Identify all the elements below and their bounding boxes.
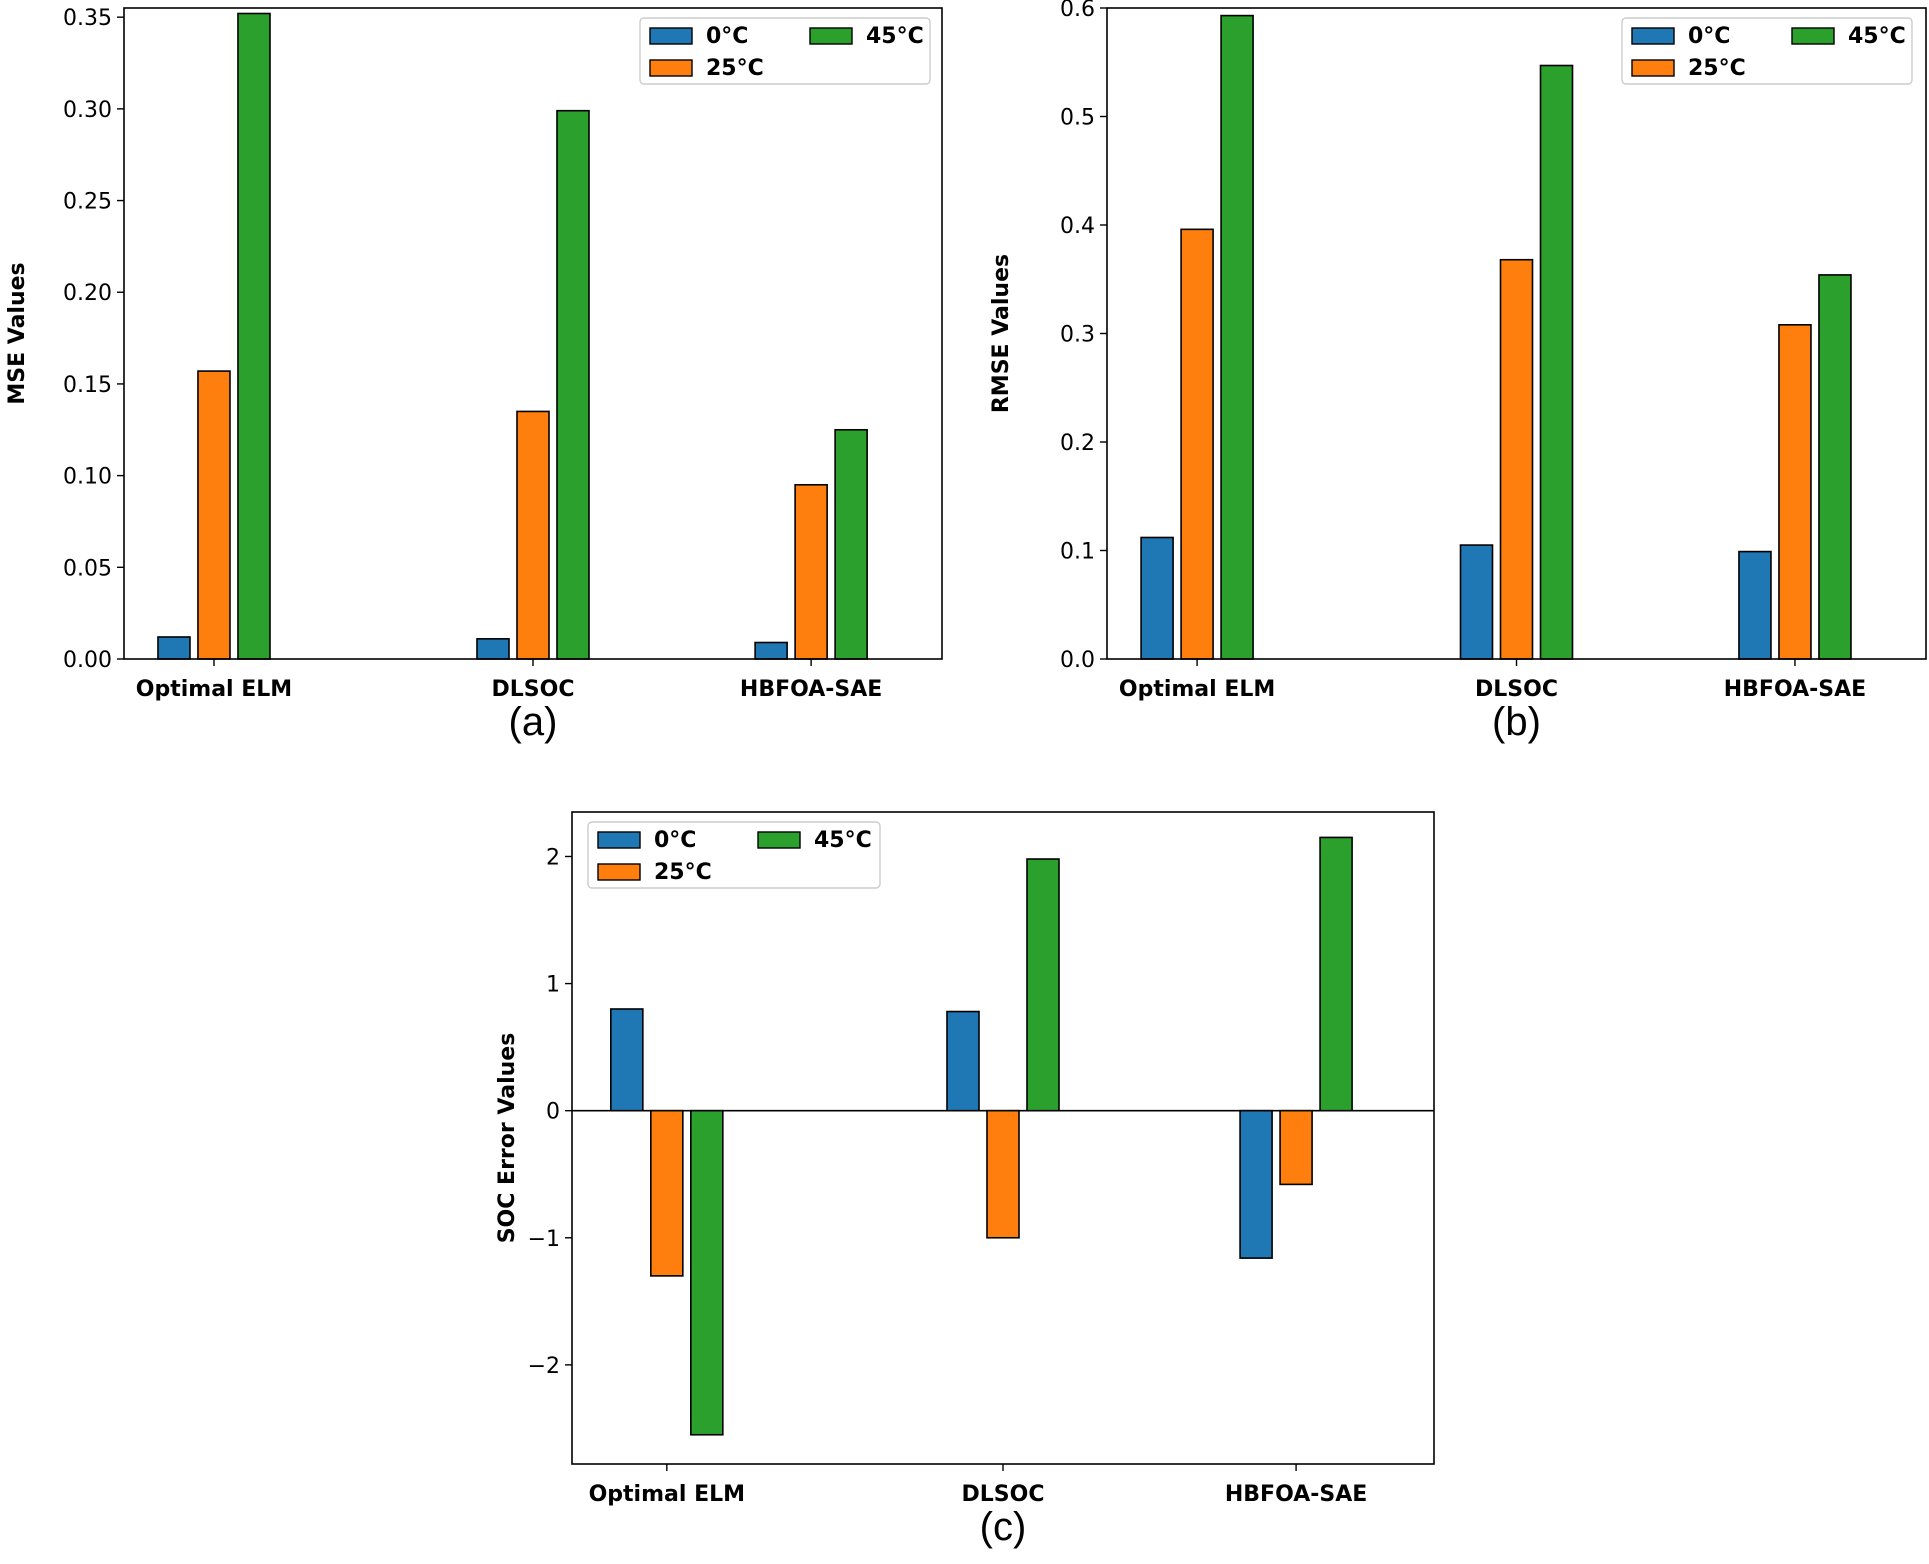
chart-panel-c: Optimal ELM DLSOC HBFOA-SAE −2 −1 0 1 2 SOC Erro… [495,811,1435,1549]
x-tick-label: HBFOA-SAE [1225,1482,1367,1507]
y-tick-label: 0.0 [1060,648,1095,673]
bar-dlsoc-series-0 [1459,544,1494,660]
legend-swatch [597,831,641,849]
panel-caption: (b) [1492,700,1541,744]
legend-label: 45°C [814,828,872,853]
chart-panel-b: Optimal ELM DLSOC HBFOA-SAE 0.0 0.1 0.2 0.3 0.4… [989,0,1927,744]
legend-swatch [1631,59,1675,77]
bar-optimal-elm-series-2 [690,1109,724,1436]
y-tick-label: 0 [546,1100,560,1125]
bar-dlsoc-series-1 [516,410,550,660]
bar-dlsoc-series-1 [986,1109,1020,1239]
y-tick-label: 0.4 [1060,214,1095,239]
y-axis-label: RMSE Values [989,254,1014,413]
bar-optimal-elm-series-2 [237,12,271,660]
legend: 0°C 25°C 45°C [639,17,931,85]
chart-panel-a: Optimal ELM DLSOC HBFOA-SAE 0.00 0.05 0.10 0.1… [5,6,943,744]
y-tick-label: 0.25 [63,190,112,215]
legend-swatch [649,27,693,45]
y-tick-label: 0.6 [1060,0,1095,22]
y-tick-label: 0.5 [1060,106,1095,131]
y-axis-label: SOC Error Values [495,1033,520,1244]
x-tick-label: DLSOC [492,677,575,702]
x-tick-label: HBFOA-SAE [1724,677,1866,702]
y-tick-label: 0.05 [63,556,112,581]
bar-hbfoa-sae-series-1 [794,483,828,660]
y-tick-label: 0.30 [63,98,112,123]
bar-dlsoc-series-0 [946,1010,980,1112]
y-tick-label: 0.10 [63,465,112,490]
y-tick-label: 0.3 [1060,323,1095,348]
bar-dlsoc-series-2 [1026,858,1060,1112]
legend-label: 45°C [866,24,924,49]
bar-hbfoa-sae-series-0 [1738,550,1772,660]
x-tick-label: DLSOC [1475,677,1558,702]
bar-hbfoa-sae-series-1 [1279,1109,1313,1186]
bar-optimal-elm-series-0 [1140,536,1174,660]
bar-dlsoc-series-2 [1539,64,1574,660]
legend-label: 25°C [1688,56,1746,81]
x-tick-label: Optimal ELM [136,677,292,702]
legend-label: 25°C [706,56,764,81]
bar-hbfoa-sae-series-2 [1319,836,1353,1112]
x-tick-label: Optimal ELM [589,1482,745,1507]
legend: 0°C 25°C 45°C [587,821,881,889]
legend-label: 0°C [706,24,748,49]
x-tick-label: Optimal ELM [1119,677,1275,702]
y-tick-label: 0.00 [63,648,112,673]
y-tick-label: 2 [546,845,560,870]
bar-optimal-elm-series-0 [610,1008,644,1112]
bar-optimal-elm-series-0 [157,636,191,660]
legend: 0°C 25°C 45°C [1621,17,1913,85]
y-tick-label: 0.15 [63,373,112,398]
legend-label: 25°C [654,860,712,885]
x-tick-label: HBFOA-SAE [740,677,882,702]
y-axis-label: MSE Values [5,262,30,404]
legend-swatch [649,59,693,77]
y-tick-label: 0.20 [63,281,112,306]
legend-label: 0°C [654,828,696,853]
x-tick-label: DLSOC [962,1482,1045,1507]
legend-swatch [757,831,801,849]
panel-caption: (a) [509,700,558,744]
bar-hbfoa-sae-series-1 [1778,324,1812,660]
y-tick-label: −2 [528,1354,560,1379]
bar-dlsoc-series-0 [476,638,510,660]
bar-hbfoa-sae-series-0 [1239,1109,1273,1259]
bar-optimal-elm-series-1 [1180,228,1214,660]
bar-dlsoc-series-2 [556,109,590,660]
legend-label: 45°C [1848,24,1906,49]
legend-swatch [1631,27,1675,45]
bar-hbfoa-sae-series-0 [754,641,788,660]
legend-label: 0°C [1688,24,1730,49]
legend-frame [587,821,881,889]
y-tick-label: 0.1 [1060,540,1095,565]
y-tick-label: 0.35 [63,6,112,31]
y-tick-label: 0.2 [1060,431,1095,456]
y-tick-label: −1 [528,1227,560,1252]
plot-frame [123,7,943,660]
y-tick-label: 1 [546,973,560,998]
bar-optimal-elm-series-2 [1220,14,1254,660]
bar-dlsoc-series-1 [1499,258,1534,660]
bar-optimal-elm-series-1 [650,1109,684,1277]
legend-swatch [809,27,853,45]
legend-swatch [1791,27,1835,45]
bar-hbfoa-sae-series-2 [834,428,868,660]
panel-caption: (c) [980,1505,1027,1549]
legend-frame [1621,17,1913,85]
legend-swatch [597,863,641,881]
bar-optimal-elm-series-1 [197,370,231,660]
plot-frame [571,811,1435,1465]
legend-frame [639,17,931,85]
bar-hbfoa-sae-series-2 [1818,274,1852,660]
